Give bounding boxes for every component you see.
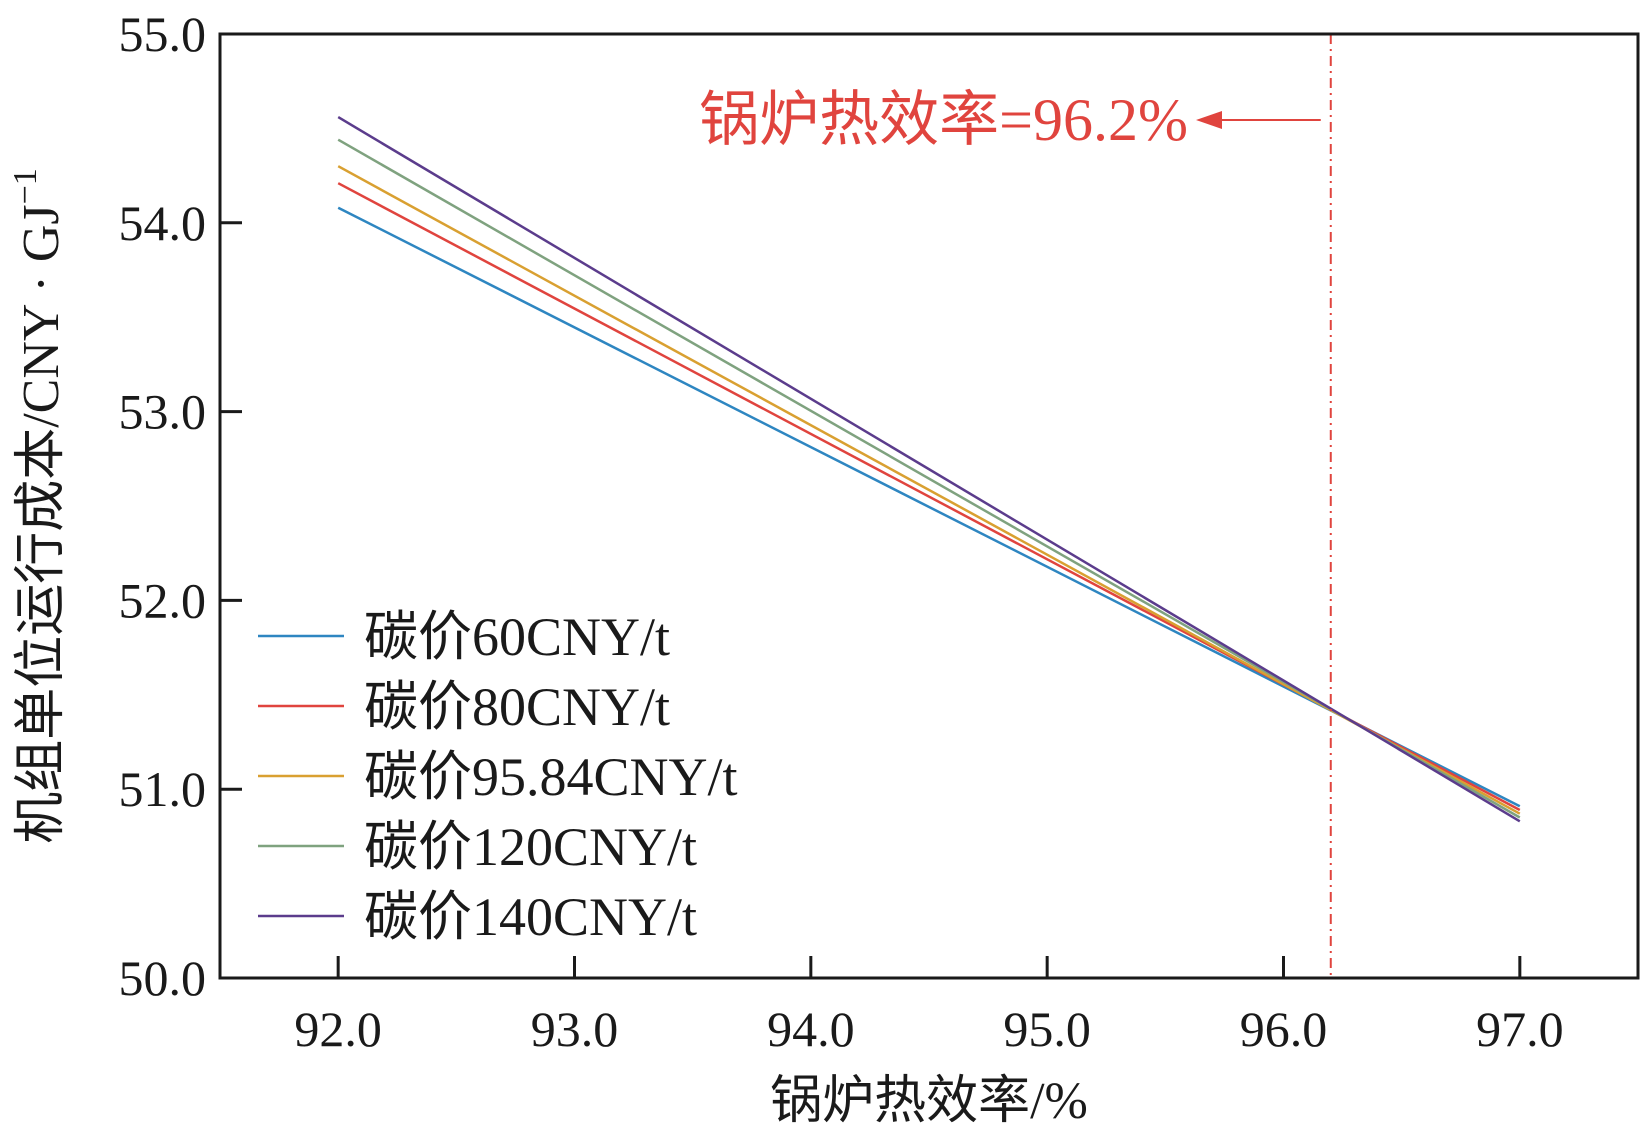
y-axis-label-superscript: −1 xyxy=(7,168,44,204)
annotation-text: 锅炉热效率=96.2% xyxy=(699,87,1188,153)
legend: 碳价60CNY/t 碳价80CNY/t 碳价95.84CNY/t 碳价120CNY/t… xyxy=(258,607,738,947)
y-axis-label-text: 机组单位运行成本/CNY · GJ xyxy=(13,204,70,843)
y-axis-label: 机组单位运行成本/CNY · GJ−1 xyxy=(7,168,70,844)
y-tick-label: 52.0 xyxy=(119,572,207,628)
legend-label-2: 碳价80CNY/t xyxy=(364,677,670,737)
legend-label-3: 碳价95.84CNY/t xyxy=(364,747,738,807)
lines-layer xyxy=(337,116,1521,823)
legend-label-4: 碳价120CNY/t xyxy=(364,817,697,877)
legend-label-1: 碳价60CNY/t xyxy=(364,607,670,667)
y-tick-label: 51.0 xyxy=(119,761,207,817)
y-tick-label: 53.0 xyxy=(119,384,207,440)
y-tick-label: 50.0 xyxy=(119,950,207,1006)
x-tick-label: 93.0 xyxy=(531,1001,619,1057)
series-line-5 xyxy=(337,116,1521,823)
ticks-layer: 92.0 93.0 94.0 95.0 96.0 97.0 50.0 51.0 52.0 53.0… xyxy=(119,6,1564,1057)
plot-frame xyxy=(218,32,1640,980)
x-tick-label: 97.0 xyxy=(1476,1001,1564,1057)
legend-label-5: 碳价140CNY/t xyxy=(364,887,697,947)
x-axis-label: 锅炉热效率/% xyxy=(770,1073,1088,1130)
x-tick-label: 96.0 xyxy=(1240,1001,1328,1057)
x-tick-label: 92.0 xyxy=(294,1001,382,1057)
y-tick-label: 55.0 xyxy=(119,6,207,62)
annotation-arrow-head xyxy=(1196,111,1222,129)
x-tick-label: 95.0 xyxy=(1003,1001,1091,1057)
annotation-layer xyxy=(1196,34,1332,978)
y-tick-label: 54.0 xyxy=(119,195,207,251)
x-tick-label: 94.0 xyxy=(767,1001,855,1057)
